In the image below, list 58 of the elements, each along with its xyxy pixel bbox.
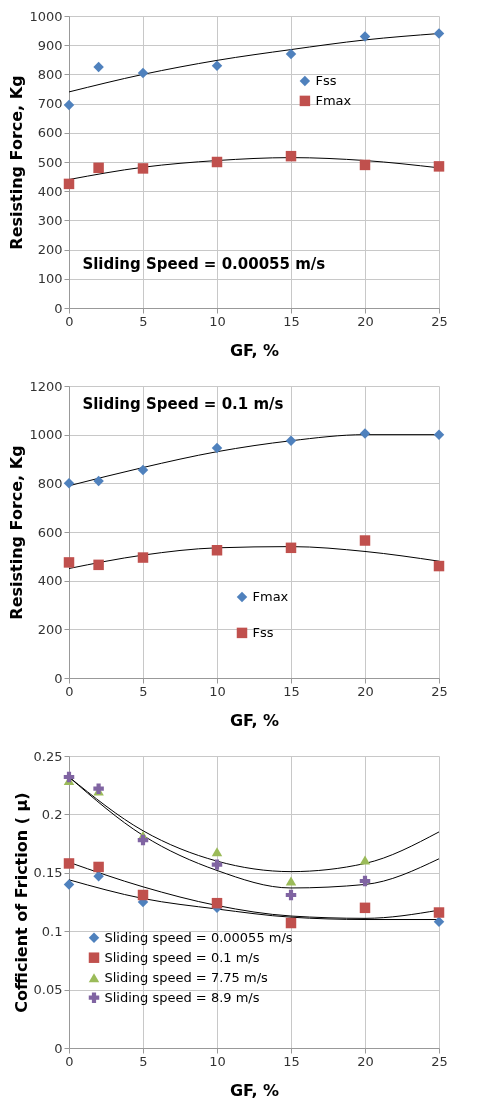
y-tick-label: 0 — [54, 1040, 63, 1056]
annotation: Sliding Speed = 0.00055 m/s — [82, 255, 326, 274]
x-tick-label: 15 — [283, 313, 300, 329]
legend-label: Sliding speed = 0.1 m/s — [104, 949, 260, 965]
y-tick-label: 600 — [37, 524, 63, 540]
y-tick-label: 0.15 — [33, 865, 63, 881]
x-tick-label: 15 — [283, 683, 300, 699]
y-tick-label: 200 — [37, 242, 63, 258]
legend-label: Fss — [315, 72, 337, 88]
legend-label: Fmax — [315, 92, 352, 108]
annotation: Sliding Speed = 0.1 m/s — [82, 394, 284, 413]
y-axis-title: Resisting Force, Kg — [7, 75, 27, 250]
y-axis-title: Cofficient of Friction ( μ) — [11, 792, 31, 1013]
x-tick-label: 5 — [139, 313, 148, 329]
x-tick-label: 0 — [65, 683, 74, 699]
x-tick-label: 25 — [431, 1053, 448, 1069]
y-tick-label: 0.05 — [33, 982, 63, 998]
y-tick-label: 1000 — [29, 427, 63, 443]
x-tick-label: 10 — [209, 683, 226, 699]
x-axis-title: GF, % — [229, 1080, 280, 1100]
y-tick-label: 500 — [37, 154, 63, 170]
x-axis-title: GF, % — [229, 340, 280, 360]
legend-label: Fmax — [252, 588, 289, 604]
x-tick-label: 20 — [357, 313, 374, 329]
legend-label: Sliding speed = 8.9 m/s — [104, 989, 260, 1005]
x-tick-label: 20 — [357, 683, 374, 699]
y-tick-label: 0 — [54, 670, 63, 686]
y-tick-label: 800 — [37, 475, 63, 491]
x-tick-label: 0 — [65, 313, 74, 329]
x-tick-label: 25 — [431, 683, 448, 699]
y-tick-label: 400 — [37, 183, 63, 199]
y-tick-label: 1000 — [29, 8, 63, 24]
y-tick-label: 600 — [37, 125, 63, 141]
y-tick-label: 0.25 — [33, 748, 63, 764]
y-tick-label: 100 — [37, 271, 63, 287]
y-tick-label: 0.1 — [41, 923, 63, 939]
x-tick-label: 5 — [139, 1053, 148, 1069]
x-tick-label: 10 — [209, 1053, 226, 1069]
x-axis-title: GF, % — [229, 710, 280, 730]
y-axis-title: Resisting Force, Kg — [7, 445, 27, 620]
y-tick-label: 800 — [37, 66, 63, 82]
x-tick-label: 10 — [209, 313, 226, 329]
x-tick-label: 5 — [139, 683, 148, 699]
y-tick-label: 700 — [37, 96, 63, 112]
y-tick-label: 0 — [54, 300, 63, 316]
y-tick-label: 1200 — [29, 378, 63, 394]
x-tick-label: 20 — [357, 1053, 374, 1069]
x-tick-label: 15 — [283, 1053, 300, 1069]
y-tick-label: 200 — [37, 621, 63, 637]
legend-label: Sliding speed = 7.75 m/s — [104, 969, 269, 985]
x-tick-label: 25 — [431, 313, 448, 329]
y-tick-label: 400 — [37, 573, 63, 589]
y-tick-label: 300 — [37, 212, 63, 228]
legend-label: Fss — [252, 624, 274, 640]
y-tick-label: 900 — [37, 37, 63, 53]
x-tick-label: 0 — [65, 1053, 74, 1069]
legend-label: Sliding speed = 0.00055 m/s — [104, 929, 293, 945]
y-tick-label: 0.2 — [41, 806, 63, 822]
